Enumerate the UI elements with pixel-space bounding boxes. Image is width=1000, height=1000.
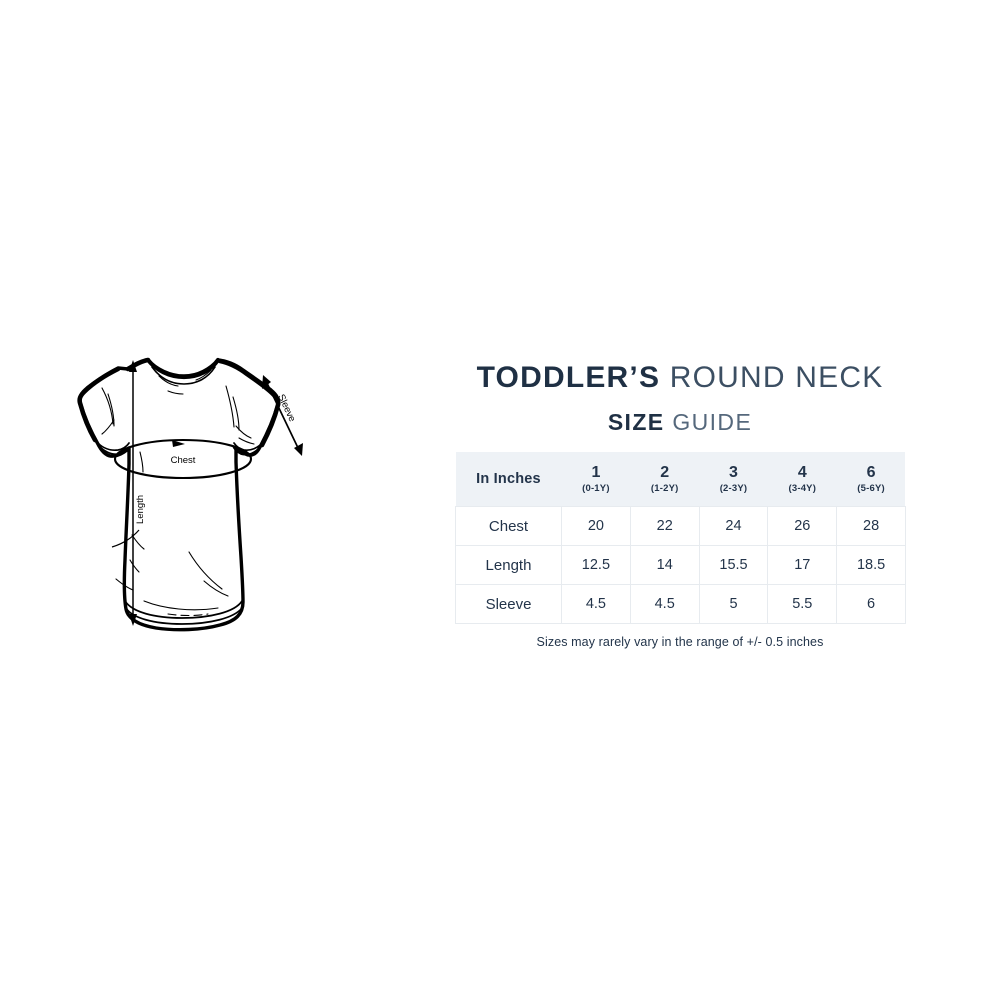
header-size-6-number: 6 bbox=[866, 463, 876, 481]
header-size-3-number: 3 bbox=[729, 463, 738, 481]
chest-ellipse bbox=[113, 438, 253, 480]
cell-chest-1: 20 bbox=[561, 506, 631, 546]
chest-measurement: Chest bbox=[113, 438, 253, 480]
header-size-4: 4 (3-4Y) bbox=[767, 452, 837, 507]
cell-length-6: 18.5 bbox=[836, 545, 906, 585]
cell-length-2: 14 bbox=[629, 545, 700, 585]
size-guide-panel: TODDLER’S ROUND NECK SIZE GUIDE In Inche… bbox=[430, 360, 930, 649]
page-subtitle-light: GUIDE bbox=[672, 409, 753, 435]
table-row: Chest 20 22 24 26 28 bbox=[455, 506, 906, 546]
length-measurement: Length bbox=[111, 360, 146, 626]
header-size-4-number: 4 bbox=[797, 463, 807, 481]
cell-length-1: 12.5 bbox=[561, 545, 631, 585]
row-label-length: Length bbox=[455, 545, 562, 585]
chest-label-backdrop bbox=[158, 451, 208, 467]
sleeve-arrow-bottom bbox=[294, 443, 303, 456]
chest-label: Chest bbox=[171, 455, 196, 466]
sleeve-arrow-top bbox=[262, 375, 271, 389]
cell-chest-2: 22 bbox=[629, 506, 700, 546]
row-label-sleeve: Sleeve bbox=[455, 584, 562, 624]
sleeve-line bbox=[265, 380, 300, 451]
table-row: Length 12.5 14 15.5 17 18.5 bbox=[455, 545, 906, 585]
page-title: TODDLER’S ROUND NECK bbox=[430, 360, 930, 396]
cell-sleeve-3: 5 bbox=[698, 584, 769, 624]
cell-sleeve-6: 6 bbox=[836, 584, 906, 624]
tshirt-outline bbox=[77, 357, 281, 632]
size-table-container: In Inches 1 (0-1Y) 2 (1-2Y) 3 (2-3Y) bbox=[455, 452, 906, 649]
header-size-1-number: 1 bbox=[591, 463, 601, 481]
length-leader bbox=[111, 529, 140, 548]
page-subtitle-bold: SIZE bbox=[607, 409, 665, 435]
page-title-bold: TODDLER’S bbox=[476, 361, 661, 394]
cell-sleeve-4: 5.5 bbox=[767, 584, 838, 624]
header-size-1-age: (0-1Y) bbox=[582, 482, 610, 494]
length-label: Length bbox=[135, 495, 146, 524]
header-size-4-age: (3-4Y) bbox=[788, 482, 817, 494]
cell-chest-3: 24 bbox=[698, 506, 769, 546]
size-table-note: Sizes may rarely vary in the range of +/… bbox=[536, 635, 824, 649]
sleeve-measurement: Sleeve bbox=[262, 375, 303, 456]
size-table: In Inches 1 (0-1Y) 2 (1-2Y) 3 (2-3Y) bbox=[455, 452, 906, 624]
page-subtitle: SIZE GUIDE bbox=[430, 408, 930, 436]
tshirt-illustration: Chest Length Sleeve bbox=[40, 352, 340, 652]
header-size-6: 6 (5-6Y) bbox=[836, 452, 906, 507]
cell-sleeve-1: 4.5 bbox=[561, 584, 631, 624]
header-size-2-age: (1-2Y) bbox=[650, 482, 679, 494]
length-arrow-bottom bbox=[129, 614, 137, 626]
size-table-head: In Inches 1 (0-1Y) 2 (1-2Y) 3 (2-3Y) bbox=[455, 452, 906, 507]
header-size-3-age: (2-3Y) bbox=[719, 482, 748, 494]
page-title-light: ROUND NECK bbox=[669, 361, 884, 394]
tshirt-diagram-svg: Chest Length Sleeve bbox=[77, 357, 303, 632]
header-size-3: 3 (2-3Y) bbox=[699, 452, 768, 507]
header-in-inches: In Inches bbox=[455, 452, 562, 507]
row-label-chest: Chest bbox=[455, 506, 562, 546]
header-size-6-age: (5-6Y) bbox=[857, 482, 885, 494]
header-size-1: 1 (0-1Y) bbox=[561, 452, 631, 507]
length-arrow-top bbox=[129, 360, 137, 372]
table-row: Sleeve 4.5 4.5 5 5.5 6 bbox=[455, 584, 906, 624]
cell-length-4: 17 bbox=[767, 545, 838, 585]
cell-chest-6: 28 bbox=[836, 506, 906, 546]
size-table-body: Chest 20 22 24 26 28 Length 12.5 14 15.5… bbox=[455, 506, 906, 624]
header-size-2-number: 2 bbox=[660, 463, 670, 481]
cell-sleeve-2: 4.5 bbox=[629, 584, 700, 624]
header-size-2: 2 (1-2Y) bbox=[630, 452, 700, 507]
cell-chest-4: 26 bbox=[767, 506, 838, 546]
table-header-row: In Inches 1 (0-1Y) 2 (1-2Y) 3 (2-3Y) bbox=[455, 452, 906, 507]
chest-arrowhead bbox=[172, 440, 185, 447]
cell-length-3: 15.5 bbox=[698, 545, 769, 585]
